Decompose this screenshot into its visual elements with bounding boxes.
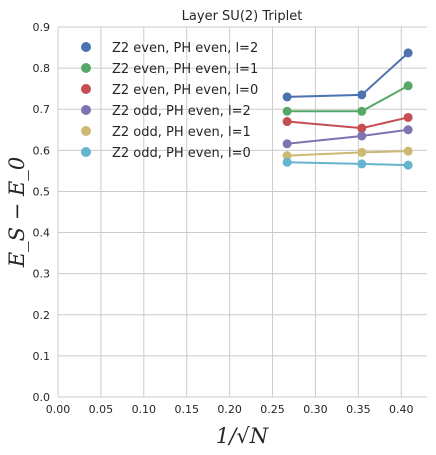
data-point	[282, 139, 292, 149]
x-axis-label: 1/√N	[216, 424, 269, 448]
data-point	[357, 159, 367, 169]
legend-label: Z2 even, PH even, l=2	[112, 41, 258, 56]
legend-marker	[81, 84, 91, 94]
x-tick-label: 0.20	[217, 403, 242, 416]
y-axis-label: E_S − E_0	[5, 157, 29, 268]
data-point	[282, 106, 292, 116]
data-point	[282, 157, 292, 167]
y-tick-label: 0.6	[33, 144, 51, 157]
chart-title: Layer SU(2) Triplet	[182, 9, 303, 24]
data-point	[357, 131, 367, 141]
data-point	[357, 90, 367, 100]
y-tick-label: 0.4	[33, 227, 51, 240]
y-tick-label: 0.2	[33, 309, 51, 322]
data-point	[357, 123, 367, 133]
y-tick-label: 0.7	[33, 103, 51, 116]
data-point	[282, 151, 292, 161]
data-point	[403, 81, 413, 91]
data-point	[403, 125, 413, 135]
data-point	[403, 160, 413, 170]
legend-marker	[81, 105, 91, 115]
x-tick-labels: 0.00 0.05 0.10 0.15 0.20 0.25 0.30 0.35 0.40	[46, 403, 414, 416]
data-point	[282, 117, 292, 127]
x-tick-label: 0.30	[303, 403, 328, 416]
y-tick-label: 0.1	[33, 350, 51, 363]
y-tick-label: 0.0	[33, 391, 51, 404]
legend-label: Z2 odd, PH even, l=2	[112, 104, 251, 119]
y-tick-label: 0.9	[33, 21, 51, 34]
data-point	[282, 92, 292, 102]
x-tick-label: 0.25	[260, 403, 285, 416]
y-tick-label: 0.5	[33, 185, 51, 198]
data-point	[357, 106, 367, 116]
data-point	[357, 147, 367, 157]
x-tick-label: 0.40	[389, 403, 414, 416]
plot-area	[58, 27, 427, 397]
y-tick-label: 0.8	[33, 62, 51, 75]
y-tick-labels: 0.0 0.1 0.2 0.3 0.4 0.5 0.6 0.7 0.8 0.9	[33, 21, 51, 404]
data-point	[403, 112, 413, 122]
legend-label: Z2 odd, PH even, l=0	[112, 146, 251, 161]
x-tick-label: 0.05	[89, 403, 114, 416]
legend-marker	[81, 126, 91, 136]
x-tick-label: 0.35	[346, 403, 371, 416]
legend-marker	[81, 147, 91, 157]
x-tick-label: 0.10	[132, 403, 157, 416]
x-tick-label: 0.15	[174, 403, 199, 416]
data-point	[403, 146, 413, 156]
x-tick-label: 0.00	[46, 403, 71, 416]
legend-marker	[81, 42, 91, 52]
legend: Z2 even, PH even, l=2 Z2 even, PH even, l…	[81, 41, 258, 161]
legend-marker	[81, 63, 91, 73]
legend-label: Z2 odd, PH even, l=1	[112, 125, 251, 140]
y-tick-label: 0.3	[33, 268, 51, 281]
series-layer	[282, 48, 413, 170]
legend-label: Z2 even, PH even, l=0	[112, 83, 258, 98]
legend-label: Z2 even, PH even, l=1	[112, 62, 258, 77]
data-point	[403, 48, 413, 58]
